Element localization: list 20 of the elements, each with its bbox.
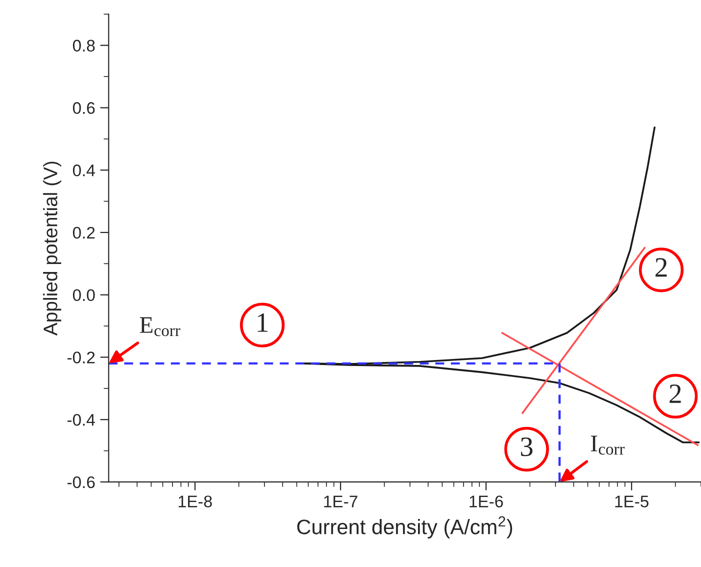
y-tick-label: 0.0 bbox=[72, 289, 95, 302]
y-axis-title: Applied potential (V) bbox=[43, 162, 62, 336]
annotation: E$_{corr}$ bbox=[140, 317, 180, 336]
x-tick-label: 1E-5 bbox=[615, 496, 648, 508]
x-tick-label: 1E-6 bbox=[470, 496, 503, 508]
y-tick-label: -0.2 bbox=[67, 352, 95, 364]
annotation: 2 bbox=[670, 384, 681, 403]
y-tick-label: 0.8 bbox=[72, 40, 95, 52]
annotation: 3 bbox=[521, 437, 532, 456]
y-tick-label: 0.4 bbox=[72, 164, 95, 176]
y-tick-label: -0.4 bbox=[67, 414, 95, 426]
y-tick-label: 0.2 bbox=[72, 226, 95, 239]
x-tick-label: 1E-8 bbox=[178, 496, 212, 508]
annotation: 1 bbox=[258, 313, 268, 332]
x-axis-title: Current density (A/cm$^{2}$) bbox=[297, 516, 512, 538]
y-tick-label: -0.6 bbox=[67, 476, 95, 488]
annotation: 2 bbox=[656, 258, 667, 277]
annotation: I$_{corr}$ bbox=[590, 436, 625, 455]
x-tick-label: 1E-7 bbox=[324, 496, 358, 508]
y-tick-label: 0.6 bbox=[72, 102, 95, 114]
